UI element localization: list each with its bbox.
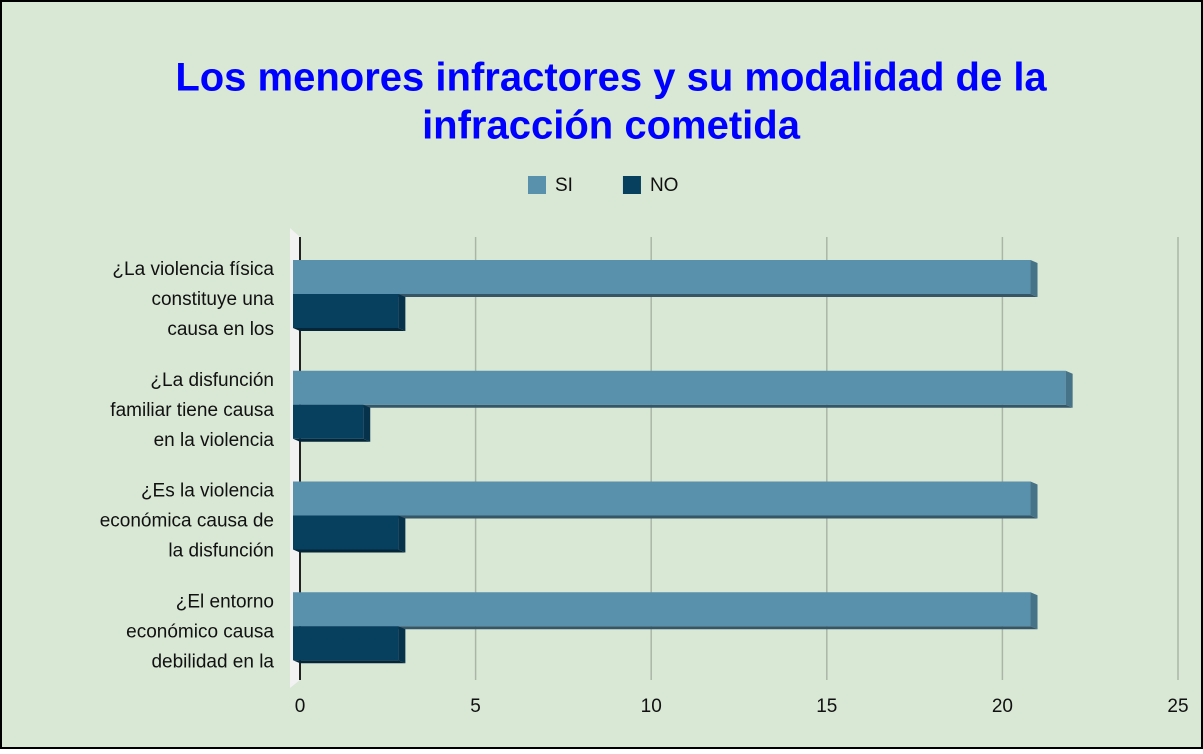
- x-tick-label: 10: [641, 696, 662, 717]
- y-tick-label: ¿El entorno: [176, 591, 274, 612]
- bar: [293, 515, 399, 550]
- y-tick-label: económico causa: [126, 621, 274, 642]
- bar-depth: [293, 404, 1073, 408]
- bar-depth: [293, 626, 1038, 630]
- x-tick-label: 25: [1167, 696, 1188, 717]
- bar-depth: [293, 515, 1038, 519]
- bar: [293, 481, 1031, 516]
- bar-depth: [293, 328, 406, 331]
- y-tick-label: la disfunción: [168, 541, 274, 562]
- y-tick-label: constituye una: [151, 289, 274, 310]
- bar-depth: [293, 438, 371, 442]
- y-tick-label: ¿La violencia física: [112, 259, 274, 280]
- y-tick-label: debilidad en la: [151, 651, 274, 672]
- x-tick-label: 15: [816, 696, 837, 717]
- left-wall: [290, 228, 300, 688]
- bar-depth: [1065, 370, 1073, 408]
- bar-depth: [293, 549, 406, 553]
- y-tick-label: ¿La disfunción: [150, 370, 274, 391]
- bar-depth: [398, 515, 406, 553]
- bar: [293, 370, 1066, 405]
- legend-label: NO: [650, 175, 679, 196]
- bar-depth: [398, 626, 406, 664]
- y-tick-label: familiar tiene causa: [110, 400, 274, 421]
- legend-swatch: [528, 176, 546, 194]
- y-tick-label: causa en los: [167, 319, 274, 340]
- bar-depth: [1030, 260, 1038, 297]
- y-tick-label: ¿Es la violencia: [141, 481, 274, 502]
- x-tick-label: 5: [470, 696, 481, 717]
- bar-depth: [1030, 481, 1038, 519]
- bar: [293, 404, 364, 439]
- legend-label: SI: [555, 175, 573, 196]
- y-tick-label: en la violencia: [154, 430, 275, 451]
- bar-depth: [293, 660, 406, 664]
- bar-depth: [293, 294, 1038, 297]
- bar-depth: [1030, 592, 1038, 630]
- chart-title: infracción cometida: [422, 104, 801, 148]
- x-tick-label: 20: [992, 696, 1013, 717]
- bar: [293, 260, 1031, 294]
- y-tick-label: económica causa de: [100, 511, 274, 532]
- bar-depth: [398, 294, 406, 331]
- bar: [293, 294, 399, 328]
- x-tick-label: 0: [295, 696, 306, 717]
- bar: [293, 626, 399, 661]
- bar-depth: [363, 404, 371, 442]
- chart-title: Los menores infractores y su modalidad d…: [175, 56, 1047, 100]
- legend-swatch: [622, 176, 641, 194]
- bar: [293, 592, 1031, 627]
